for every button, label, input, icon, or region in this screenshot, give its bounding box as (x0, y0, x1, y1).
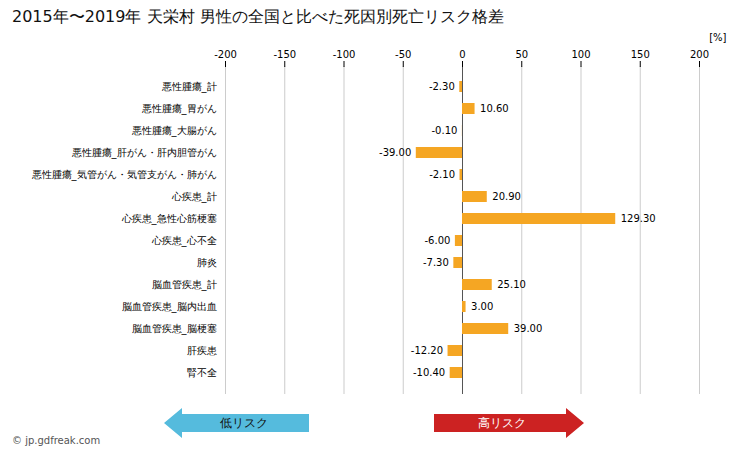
svg-text:-7.30: -7.30 (423, 257, 449, 268)
html-text:高リスク: 高リスク (478, 415, 526, 430)
svg-text:[%]: [%] (709, 32, 726, 43)
svg-text:脳血管疾患_脳内出血: 脳血管疾患_脳内出血 (122, 301, 217, 313)
svg-text:0: 0 (459, 49, 465, 60)
svg-text:-2.10: -2.10 (429, 169, 455, 180)
svg-text:-39.00: -39.00 (379, 147, 411, 158)
svg-text:39.00: 39.00 (514, 323, 543, 334)
svg-text:悪性腫瘍_肝がん・肝内胆管がん: 悪性腫瘍_肝がん・肝内胆管がん (71, 147, 217, 159)
svg-text:-10.40: -10.40 (413, 367, 445, 378)
svg-text:10.60: 10.60 (480, 103, 509, 114)
svg-text:心疾患_心不全: 心疾患_心不全 (151, 235, 217, 247)
svg-text:25.10: 25.10 (497, 279, 526, 290)
svg-text:-2.30: -2.30 (429, 81, 455, 92)
svg-text:脳血管疾患_計: 脳血管疾患_計 (152, 279, 217, 291)
svg-text:心疾患_急性心筋梗塞: 心疾患_急性心筋梗塞 (121, 213, 217, 225)
svg-text:-100: -100 (333, 49, 356, 60)
svg-text:200: 200 (690, 49, 709, 60)
svg-text:-6.00: -6.00 (425, 235, 451, 246)
svg-text:-200: -200 (214, 49, 237, 60)
svg-text:129.30: 129.30 (621, 213, 656, 224)
svg-text:20.90: 20.90 (492, 191, 521, 202)
svg-text:悪性腫瘍_胃がん: 悪性腫瘍_胃がん (141, 103, 217, 115)
svg-text:腎不全: 腎不全 (187, 367, 217, 378)
svg-text:-0.10: -0.10 (432, 125, 458, 136)
html-text:低リスク: 低リスク (219, 415, 268, 430)
svg-text:-12.20: -12.20 (411, 345, 443, 356)
svg-text:肺炎: 肺炎 (197, 257, 217, 268)
svg-text:-150: -150 (273, 49, 296, 60)
svg-text:脳血管疾患_脳梗塞: 脳血管疾患_脳梗塞 (132, 323, 217, 335)
html-text:2015年〜2019年 天栄村 男性の全国と比べた死因別死亡: 2015年〜2019年 天栄村 男性の全国と比べた死因別死亡リスク格差 (12, 7, 504, 26)
svg-text:悪性腫瘍_大腸がん: 悪性腫瘍_大腸がん (131, 125, 217, 137)
svg-text:50: 50 (515, 49, 528, 60)
html-text:© jp.gdfreak.com: © jp.gdfreak.com (12, 435, 101, 446)
svg-text:-50: -50 (395, 49, 411, 60)
svg-text:3.00: 3.00 (471, 301, 493, 312)
svg-text:肝疾患: 肝疾患 (187, 345, 217, 356)
svg-text:100: 100 (571, 49, 590, 60)
svg-text:悪性腫瘍_気管がん・気管支がん・肺がん: 悪性腫瘍_気管がん・気管支がん・肺がん (31, 169, 217, 181)
svg-text:悪性腫瘍_計: 悪性腫瘍_計 (161, 81, 217, 93)
svg-text:150: 150 (631, 49, 650, 60)
svg-text:心疾患_計: 心疾患_計 (171, 191, 217, 203)
